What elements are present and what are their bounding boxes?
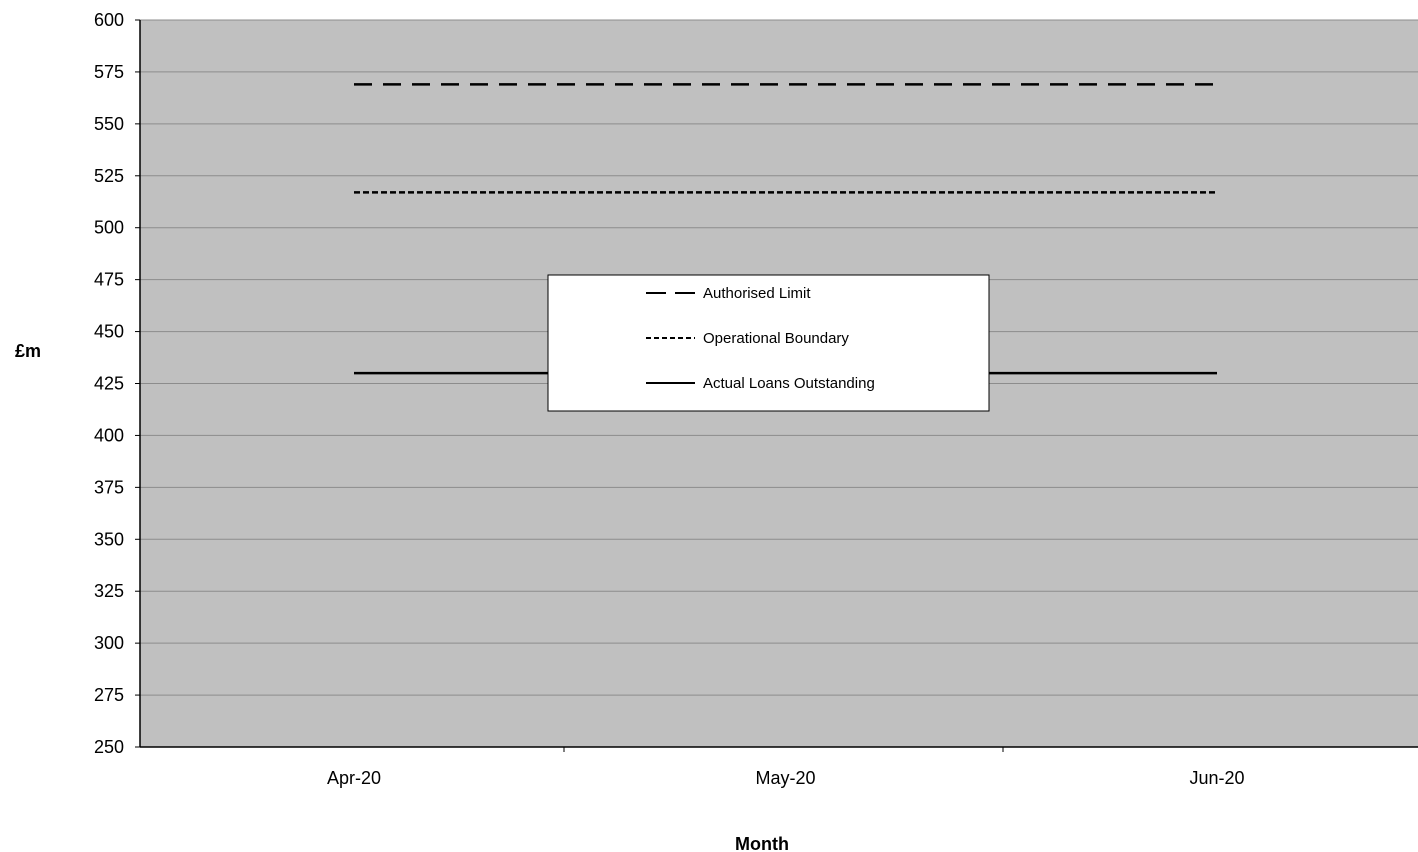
x-tick-label: Jun-20 bbox=[1189, 768, 1244, 788]
y-tick-label: 400 bbox=[94, 425, 124, 445]
y-tick-label: 275 bbox=[94, 685, 124, 705]
y-tick-label: 525 bbox=[94, 166, 124, 186]
y-tick-label: 425 bbox=[94, 374, 124, 394]
legend: Authorised Limit Operational Boundary Actu… bbox=[547, 274, 990, 412]
y-tick-label: 475 bbox=[94, 270, 124, 290]
x-tick-label: Apr-20 bbox=[327, 768, 381, 788]
gridlines bbox=[140, 19, 1418, 696]
tick-labels: 250 275 300 325 350 375 400 425 450 475 500 525 550 5… bbox=[94, 10, 1245, 788]
legend-label: Actual Loans Outstanding bbox=[703, 375, 875, 392]
y-tick-label: 375 bbox=[94, 477, 124, 497]
y-tick-label: 350 bbox=[94, 529, 124, 549]
y-tick-label: 325 bbox=[94, 581, 124, 601]
y-axis-title: £m bbox=[15, 341, 41, 361]
y-tick-label: 450 bbox=[94, 322, 124, 342]
y-tick-label: 600 bbox=[94, 10, 124, 30]
y-tick-label: 575 bbox=[94, 62, 124, 82]
y-tick-label: 300 bbox=[94, 633, 124, 653]
legend-label: Authorised Limit bbox=[703, 285, 811, 302]
y-tick-label: 500 bbox=[94, 218, 124, 238]
legend-label: Operational Boundary bbox=[703, 330, 849, 347]
x-axis-title: Month bbox=[735, 834, 789, 852]
y-tick-label: 250 bbox=[94, 737, 124, 757]
y-tick-label: 550 bbox=[94, 114, 124, 134]
x-tick-label: May-20 bbox=[755, 768, 815, 788]
legend-box bbox=[547, 274, 990, 412]
